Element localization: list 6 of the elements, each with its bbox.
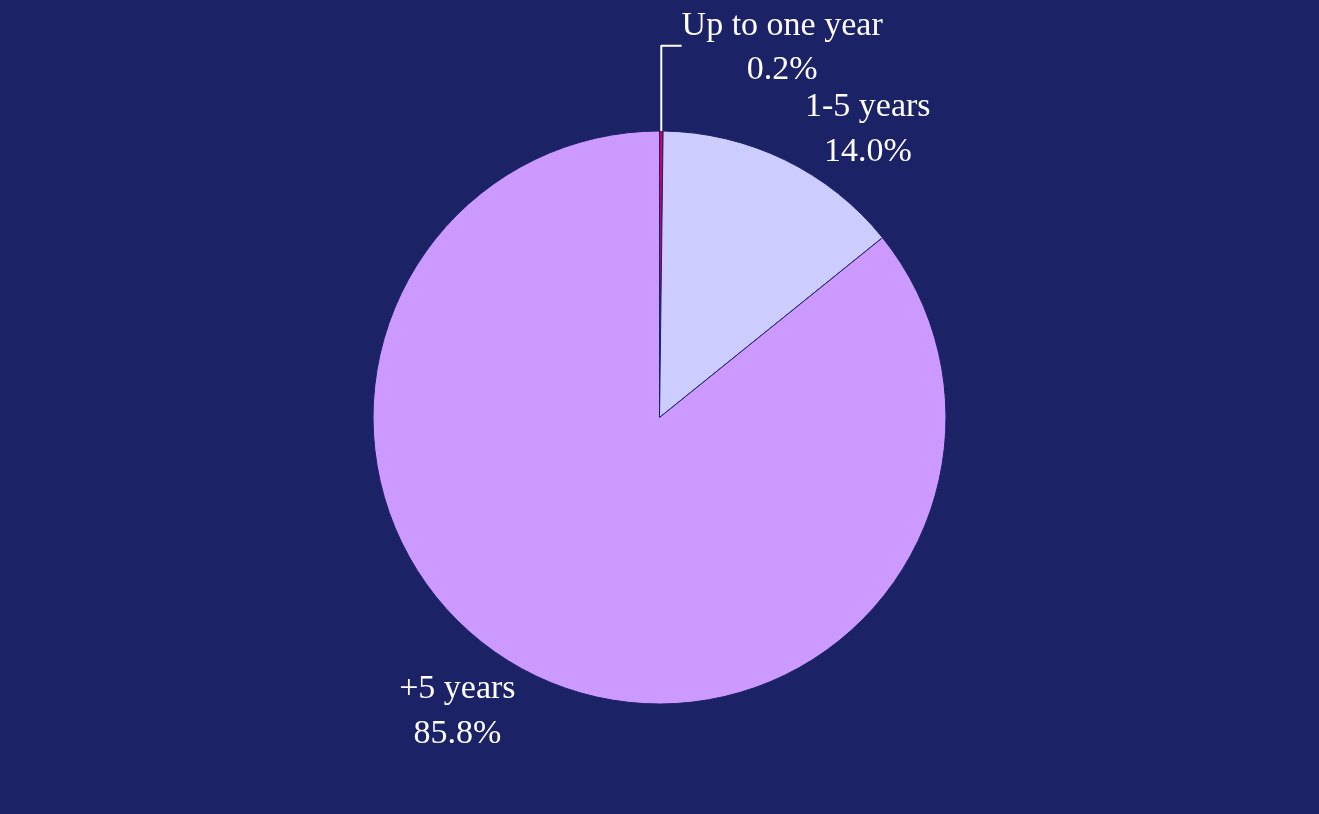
data-label: 0.2% bbox=[746, 49, 818, 87]
data-label: 14.0% bbox=[823, 130, 912, 168]
slice-label: +5 years bbox=[399, 668, 516, 706]
slice-label: 1-5 years bbox=[805, 86, 931, 124]
slice-label: Up to one year bbox=[681, 5, 884, 43]
data-label: 85.8% bbox=[413, 712, 502, 750]
